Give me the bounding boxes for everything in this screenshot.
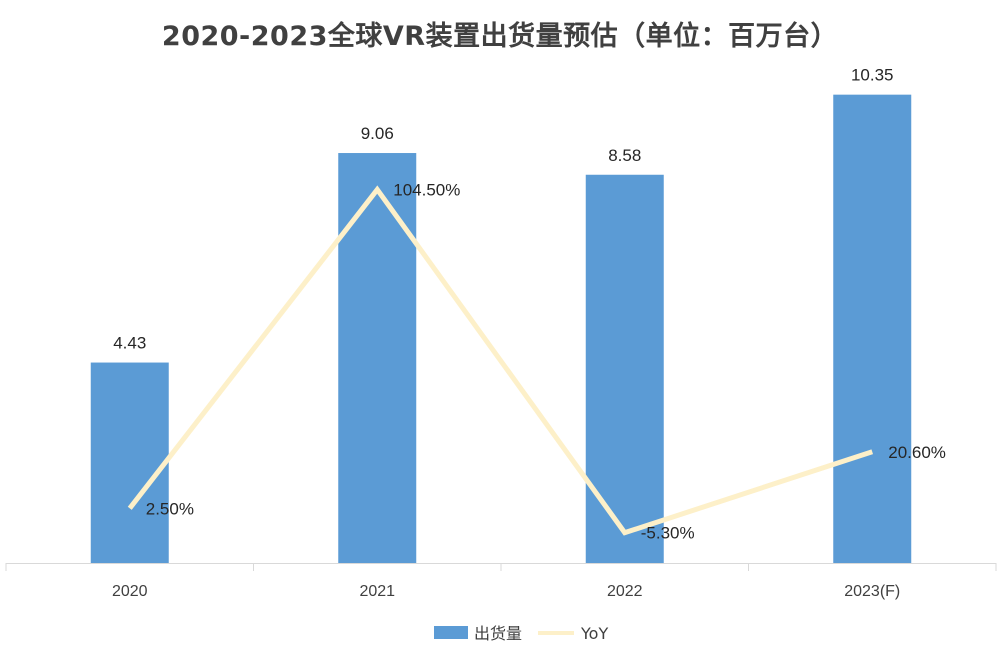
legend-swatch-bar xyxy=(434,626,468,639)
yoy-label-2020: 2.50% xyxy=(146,499,194,518)
bar-label-2023(F): 10.35 xyxy=(851,66,894,85)
chart-title: 2020-2023全球VR装置出货量预估（单位：百万台） xyxy=(161,21,839,52)
legend: 出货量 YoY xyxy=(434,624,608,643)
yoy-line xyxy=(127,185,874,536)
yoy-label-2022: -5.30% xyxy=(641,524,695,543)
yoy-label-2021: 104.50% xyxy=(393,181,460,200)
x-tick-label-2020: 2020 xyxy=(112,583,148,600)
yoy-label-2023(F): 20.60% xyxy=(888,443,946,462)
legend-label-line: YoY xyxy=(580,624,608,643)
x-tick-label-2022: 2022 xyxy=(607,583,643,600)
bar-2022 xyxy=(585,174,664,563)
yoy-data-labels: 2.50% 104.50% -5.30% 20.60% xyxy=(146,181,946,543)
bar-2023(F) xyxy=(833,94,912,563)
bar-2020 xyxy=(90,362,169,563)
bar-label-2022: 8.58 xyxy=(608,146,641,165)
x-axis-ticks xyxy=(5,563,997,571)
legend-label-bar: 出货量 xyxy=(474,624,522,643)
bar-label-2020: 4.43 xyxy=(113,334,146,353)
bar-2021 xyxy=(338,153,417,563)
bar-series xyxy=(90,94,912,563)
yoy-line-series xyxy=(127,185,874,536)
x-axis-tick-labels: 2020 2021 2022 2023(F) xyxy=(112,583,900,600)
bar-label-2021: 9.06 xyxy=(361,124,394,143)
x-tick-label-2021: 2021 xyxy=(359,583,395,600)
x-tick-label-2023(F): 2023(F) xyxy=(844,583,900,600)
bar-data-labels: 4.43 9.06 8.58 10.35 xyxy=(113,66,893,353)
